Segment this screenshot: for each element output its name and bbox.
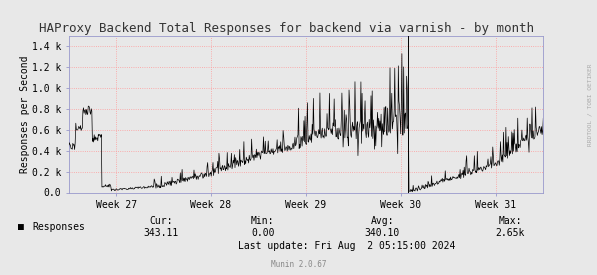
- Text: 0.00: 0.00: [251, 229, 275, 238]
- Text: Munin 2.0.67: Munin 2.0.67: [271, 260, 326, 269]
- Text: Last update: Fri Aug  2 05:15:00 2024: Last update: Fri Aug 2 05:15:00 2024: [238, 241, 455, 251]
- Text: 340.10: 340.10: [364, 229, 400, 238]
- Text: 343.11: 343.11: [143, 229, 179, 238]
- Text: Avg:: Avg:: [370, 216, 394, 226]
- Text: Responses: Responses: [33, 222, 86, 232]
- Text: RRDTOOL / TOBI OETIKER: RRDTOOL / TOBI OETIKER: [587, 63, 592, 146]
- Text: HAProxy Backend Total Responses for backend via varnish - by month: HAProxy Backend Total Responses for back…: [39, 21, 534, 35]
- Text: Max:: Max:: [498, 216, 522, 226]
- Y-axis label: Responses per Second: Responses per Second: [20, 55, 30, 173]
- Text: 2.65k: 2.65k: [496, 229, 525, 238]
- Text: ■: ■: [18, 222, 24, 232]
- Text: Min:: Min:: [251, 216, 275, 226]
- Text: Cur:: Cur:: [149, 216, 173, 226]
